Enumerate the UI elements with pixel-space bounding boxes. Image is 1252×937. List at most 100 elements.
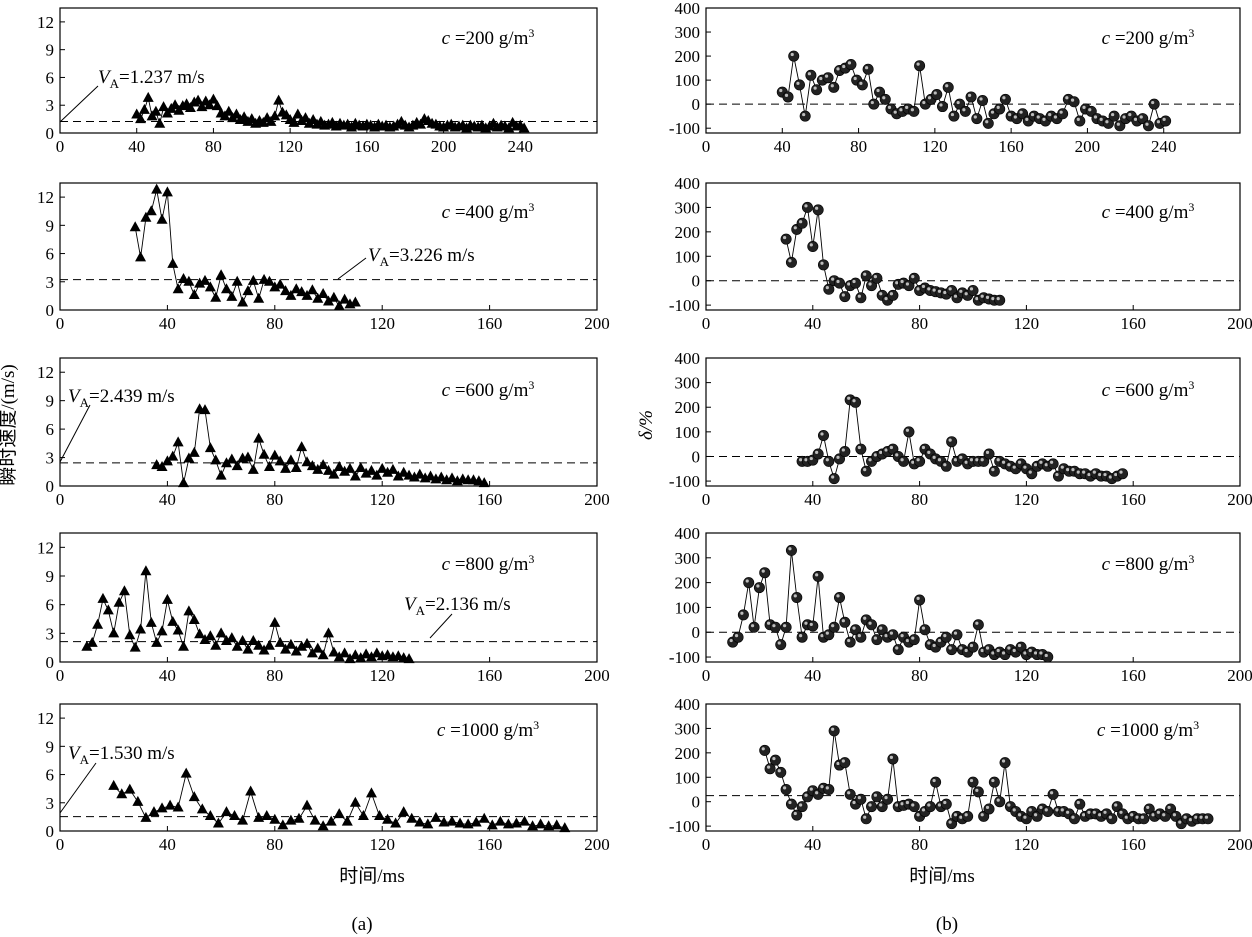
data-point-triangle [207,93,219,104]
data-point-triangle [559,822,571,833]
data-point-triangle [365,651,377,662]
sphere-highlight [932,288,936,292]
sphere-highlight [945,84,949,88]
data-point-triangle [263,461,275,472]
sphere-highlight [1012,465,1016,469]
sphere-highlight [859,81,863,85]
sphere-highlight [1172,813,1177,817]
data-point-triangle [253,432,265,443]
sphere-highlight [1012,808,1016,812]
sphere-highlight [1105,120,1109,124]
data-point-sphere [801,201,813,213]
x-tick-label: 200 [584,835,610,854]
data-point-triangle [285,454,297,465]
data-point-triangle [269,616,281,627]
data-point-sphere [793,79,805,91]
x-tick-label: 0 [56,137,65,156]
data-point-sphere [892,644,904,656]
y-tick-label: 300 [675,23,701,42]
y-tick-label: 9 [46,41,55,60]
sphere-highlight [1082,105,1086,109]
data-point-sphere [860,270,872,282]
data-point-triangle [215,627,227,638]
sphere-highlight [879,803,883,807]
data-point-sphere [796,217,808,229]
sphere-highlight [996,297,1000,301]
sphere-highlight [895,646,899,650]
y-tick-label: 3 [46,449,55,468]
data-point-triangle [312,642,324,653]
data-point-sphere [887,753,899,765]
x-tick-label: 40 [804,666,821,685]
data-point-sphere [753,582,765,594]
panel-a-4: 0 40 80 120 160 200 0 3 6 9 12 c =800 g/m3 VA=2.136 … [37,532,610,685]
x-tick-label: 0 [56,490,65,509]
sphere-highlight [956,100,960,105]
data-point-triangle [108,779,120,790]
sphere-highlight [852,626,856,630]
data-point-triangle [151,183,163,194]
data-point-sphere [785,798,797,810]
data-point-triangle [237,296,249,307]
sphere-highlight [1076,470,1080,474]
sphere-highlight [1033,651,1038,655]
data-point-triangle [360,648,372,659]
y-tick-label: 100 [675,71,701,90]
data-point-sphere [887,629,899,641]
data-point-triangle [229,809,241,820]
data-point-triangle [339,465,351,476]
data-point-triangle [196,803,208,814]
data-point-triangle [258,448,270,459]
x-tick-label: 200 [1075,137,1101,156]
sphere-highlight [969,778,974,783]
data-point-sphere [1117,468,1129,480]
data-point-sphere [839,291,851,303]
x-tick-label: 40 [128,137,145,156]
data-point-sphere [780,783,792,795]
sphere-highlight [1178,820,1182,824]
data-point-triangle [199,634,211,645]
data-point-triangle [333,808,345,819]
x-tick-label: 0 [56,666,65,685]
data-point-triangle [376,462,388,473]
sphere-highlight [756,584,760,588]
sphere-highlight [985,450,990,454]
sphere-highlight [1135,815,1139,819]
data-point-triangle [124,629,136,640]
data-point-triangle [333,300,345,311]
data-point-triangle [178,640,190,651]
data-point-sphere [983,803,995,815]
data-point-triangle [172,283,184,294]
annotation-leader [59,762,97,814]
sphere-highlight [1028,808,1032,812]
x-tick-label: 40 [159,490,176,509]
data-point-triangle [245,785,257,796]
sphere-highlight [991,468,995,472]
sphere-highlight [1028,470,1032,474]
data-point-triangle [299,112,311,123]
x-tick-label: 160 [998,137,1024,156]
data-point-triangle [535,818,547,829]
data-point-triangle [220,283,232,294]
sphere-highlight [953,458,958,462]
sphere-highlight [1076,117,1080,121]
data-point-triangle [140,565,152,576]
data-point-sphere [962,810,974,822]
data-point-triangle [387,463,399,474]
sphere-highlight [784,93,789,97]
data-point-sphere [871,634,883,646]
x-tick-label: 0 [702,490,711,509]
data-point-sphere [914,594,926,606]
va-annotation: VA=2.439 m/s [68,386,175,410]
sphere-highlight [996,105,1000,109]
sphere-highlight [1023,465,1027,469]
data-point-sphere [946,644,958,656]
data-point-triangle [382,466,394,477]
data-point-triangle [301,456,313,467]
sphere-highlight [1017,460,1022,464]
sphere-highlight [937,803,942,807]
data-point-triangle [290,461,302,472]
sphere-highlight [985,295,990,300]
sphere-highlight [819,76,823,81]
sphere-highlight [783,624,787,628]
